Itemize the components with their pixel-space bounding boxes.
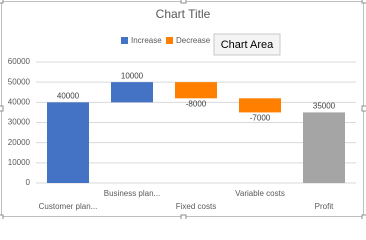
y-tick-label: 30000 [8, 118, 31, 127]
chart-title: Chart Title [156, 7, 211, 21]
legend-label: Decrease [176, 36, 211, 45]
y-tick-label: 10000 [8, 158, 31, 167]
y-tick-label: 20000 [8, 138, 31, 147]
bar [175, 82, 217, 99]
data-label: -7000 [250, 114, 271, 123]
bar [303, 112, 345, 183]
legend-swatch [166, 37, 173, 44]
x-tick-label: Variable costs [235, 189, 285, 198]
y-tick-label: 0 [26, 178, 31, 187]
bar [47, 102, 89, 183]
bar [239, 98, 281, 113]
y-tick-label: 60000 [8, 57, 31, 66]
x-tick-label: Fixed costs [176, 202, 216, 211]
data-label: -8000 [186, 99, 207, 108]
x-tick-label: Business plan... [104, 189, 160, 198]
legend-swatch [121, 37, 128, 44]
tooltip-text: Chart Area [221, 39, 274, 51]
data-label: 35000 [313, 102, 336, 111]
selection-handles [0, 0, 366, 221]
x-tick-label: Customer plan... [39, 202, 98, 211]
chart: Chart Title 0 10000 20000 30000 40000 50000 60… [0, 0, 366, 221]
legend-label: Increase [131, 36, 162, 45]
x-tick-label: Profit [315, 202, 334, 211]
tooltip: Chart Area [213, 33, 281, 56]
bar [111, 82, 153, 103]
data-label: 40000 [57, 91, 80, 100]
data-label: 10000 [121, 71, 144, 80]
y-tick-label: 50000 [8, 77, 31, 86]
y-tick-label: 40000 [8, 97, 31, 106]
tooltip-box [213, 33, 281, 56]
